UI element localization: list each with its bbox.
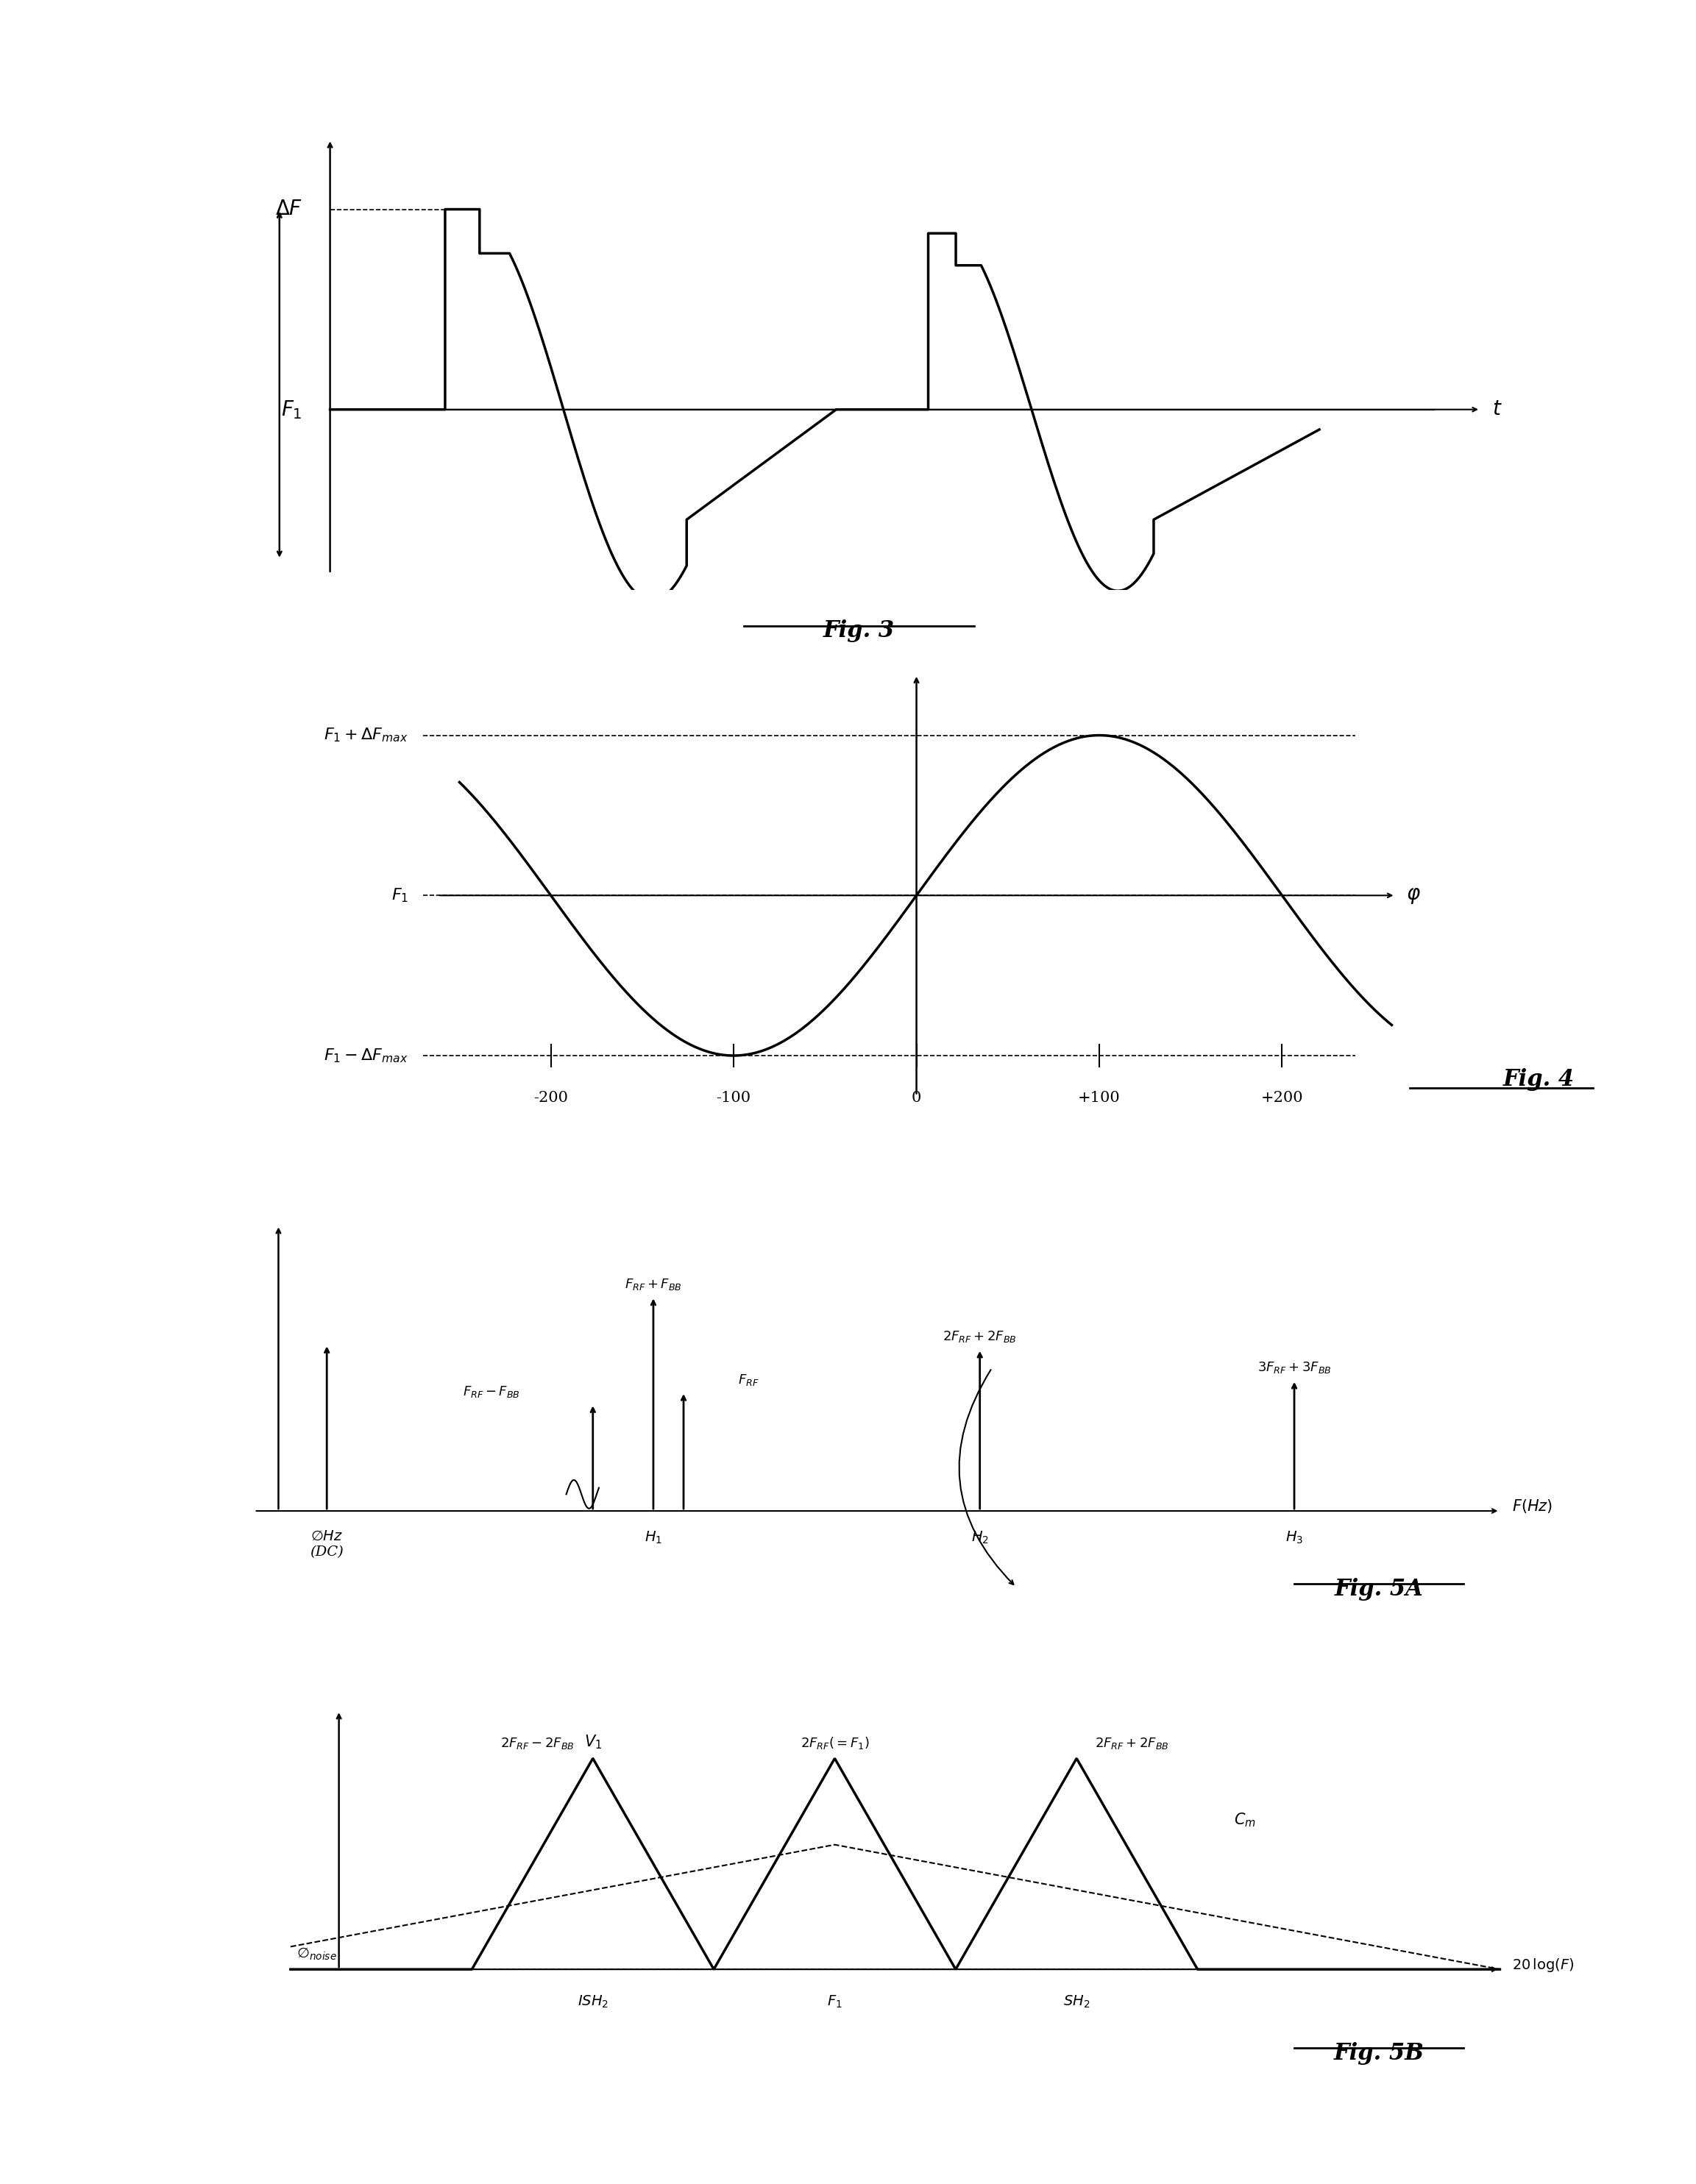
Text: $\varnothing_{noise}$: $\varnothing_{noise}$ xyxy=(297,1946,338,1961)
Text: $F_1$: $F_1$ xyxy=(828,1994,843,2009)
Text: $F_{RF}$: $F_{RF}$ xyxy=(738,1372,760,1387)
Text: $2F_{RF}+2F_{BB}$: $2F_{RF}+2F_{BB}$ xyxy=(1094,1736,1169,1752)
Text: $F_1$: $F_1$ xyxy=(282,397,302,422)
Text: Fig. 4: Fig. 4 xyxy=(1503,1068,1574,1092)
Text: 0: 0 xyxy=(911,1090,921,1105)
Text: $F_{RF}-F_{BB}$: $F_{RF}-F_{BB}$ xyxy=(463,1385,521,1400)
Text: $F_1-\Delta F_{max}$: $F_1-\Delta F_{max}$ xyxy=(324,1046,409,1064)
Text: $V_1$: $V_1$ xyxy=(583,1734,602,1752)
Text: $F_1+\Delta F_{max}$: $F_1+\Delta F_{max}$ xyxy=(324,727,409,745)
Text: $2F_{RF}(=F_1)$: $2F_{RF}(=F_1)$ xyxy=(801,1736,870,1752)
Text: +200: +200 xyxy=(1260,1090,1303,1105)
Text: $\varphi$: $\varphi$ xyxy=(1406,885,1421,906)
Text: $F(Hz)$: $F(Hz)$ xyxy=(1511,1498,1552,1516)
Text: $F_1$: $F_1$ xyxy=(392,887,409,904)
Text: $\Delta F$: $\Delta F$ xyxy=(275,199,302,218)
Text: $t$: $t$ xyxy=(1492,400,1503,419)
Text: $C_m$: $C_m$ xyxy=(1233,1811,1255,1828)
Text: $F_{RF}+F_{BB}$: $F_{RF}+F_{BB}$ xyxy=(624,1278,682,1291)
Text: Fig. 3: Fig. 3 xyxy=(824,620,895,642)
Text: $H_3$: $H_3$ xyxy=(1286,1531,1303,1546)
Text: +100: +100 xyxy=(1079,1090,1121,1105)
Text: $H_2$: $H_2$ xyxy=(972,1531,989,1546)
Text: $H_1$: $H_1$ xyxy=(644,1531,661,1546)
Text: -200: -200 xyxy=(534,1090,568,1105)
Text: $\varnothing Hz$
(DC): $\varnothing Hz$ (DC) xyxy=(310,1531,344,1559)
Text: $2F_{RF}-2F_{BB}$: $2F_{RF}-2F_{BB}$ xyxy=(500,1736,575,1752)
Text: $ISH_2$: $ISH_2$ xyxy=(577,1994,609,2009)
Text: $3F_{RF}+3F_{BB}$: $3F_{RF}+3F_{BB}$ xyxy=(1257,1361,1331,1376)
Text: Fig. 5A: Fig. 5A xyxy=(1335,1577,1423,1601)
Text: -100: -100 xyxy=(716,1090,751,1105)
Text: $20\,\log(F)$: $20\,\log(F)$ xyxy=(1511,1957,1574,1974)
Text: $SH_2$: $SH_2$ xyxy=(1063,1994,1091,2009)
Text: $2F_{RF}+2F_{BB}$: $2F_{RF}+2F_{BB}$ xyxy=(943,1330,1018,1343)
Text: Fig. 5B: Fig. 5B xyxy=(1333,2042,1425,2066)
